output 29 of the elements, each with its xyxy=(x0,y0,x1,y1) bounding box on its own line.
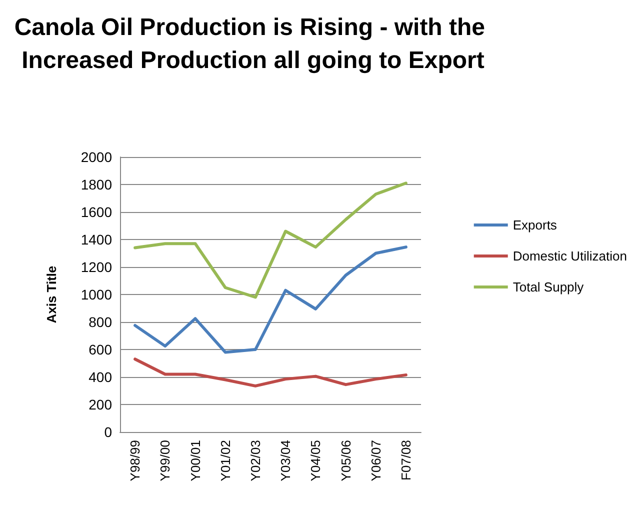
x-tick-label: Y03/04 xyxy=(278,440,294,482)
line-series xyxy=(134,246,408,354)
chart-title: Canola Oil Production is Rising - with the Increased Production all going to Export xyxy=(14,14,492,74)
x-tick-label: Y01/02 xyxy=(218,440,233,482)
y-tick-label: 1200 xyxy=(80,259,112,275)
legend-label: Domestic Utilization xyxy=(512,248,628,264)
y-axis-title: Axis Title xyxy=(44,266,59,324)
y-tick-label: 200 xyxy=(88,396,112,412)
x-tick-label: Y00/01 xyxy=(188,440,203,482)
legend-label: Total Supply xyxy=(512,280,584,294)
y-tick-label: 1600 xyxy=(80,204,112,220)
x-tick-label: F07/08 xyxy=(398,440,414,480)
x-tick-label: Y98/99 xyxy=(128,440,143,482)
y-tick-label: 1800 xyxy=(80,176,112,192)
y-tick-label: 2000 xyxy=(80,149,112,165)
y-tick-label: 0 xyxy=(104,424,112,440)
x-tick-label: Y02/03 xyxy=(248,440,263,482)
line-series xyxy=(134,358,408,388)
y-tick-label: 400 xyxy=(88,369,112,385)
y-tick-label: 1000 xyxy=(80,286,112,302)
x-tick-label: Y04/05 xyxy=(308,440,324,482)
x-tick-label: Y05/06 xyxy=(338,440,354,482)
x-tick-label: Y06/07 xyxy=(368,440,384,482)
y-tick-label: 600 xyxy=(88,342,112,358)
y-tick-label: 1400 xyxy=(80,232,112,248)
y-tick-label: 800 xyxy=(88,314,112,330)
legend-label: Exports xyxy=(512,218,558,232)
line-series xyxy=(134,182,408,299)
x-tick-label: Y99/00 xyxy=(158,440,173,482)
